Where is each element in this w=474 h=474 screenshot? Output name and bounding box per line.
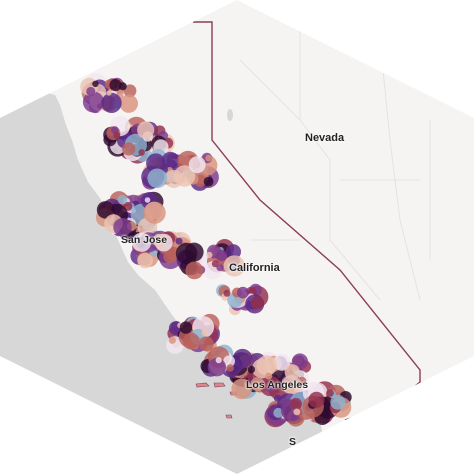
map-marker[interactable] xyxy=(132,232,152,252)
map-marker[interactable] xyxy=(247,365,256,374)
lake-tahoe xyxy=(227,109,233,121)
map-marker[interactable] xyxy=(281,375,302,395)
map-marker[interactable] xyxy=(168,336,176,344)
map-marker[interactable] xyxy=(96,201,115,219)
map-marker[interactable] xyxy=(182,332,200,350)
map-marker[interactable] xyxy=(137,252,153,269)
map-marker[interactable] xyxy=(147,168,167,189)
map-marker[interactable] xyxy=(164,170,183,188)
map-marker[interactable] xyxy=(143,201,166,224)
map-marker[interactable] xyxy=(250,377,265,392)
map-marker[interactable] xyxy=(216,264,224,272)
map-marker[interactable] xyxy=(265,372,273,380)
map-marker[interactable] xyxy=(144,197,151,203)
map-marker[interactable] xyxy=(223,255,246,277)
map-marker[interactable] xyxy=(161,151,180,170)
map-marker[interactable] xyxy=(231,266,236,271)
map-marker[interactable] xyxy=(175,242,198,265)
map-marker[interactable] xyxy=(226,364,234,372)
map-marker[interactable] xyxy=(215,249,228,261)
map-marker[interactable] xyxy=(152,233,166,248)
map-marker[interactable] xyxy=(205,154,213,162)
map-marker[interactable] xyxy=(101,92,122,113)
map-marker[interactable] xyxy=(201,329,209,337)
map-marker[interactable] xyxy=(106,90,112,96)
map-marker[interactable] xyxy=(137,121,155,139)
map-marker[interactable] xyxy=(207,358,226,377)
map-marker[interactable] xyxy=(232,348,253,369)
map-marker[interactable] xyxy=(266,384,275,393)
map-marker[interactable] xyxy=(188,156,206,174)
map-marker[interactable] xyxy=(215,357,222,364)
map-marker[interactable] xyxy=(138,149,145,156)
map-marker[interactable] xyxy=(273,407,284,418)
map-marker[interactable] xyxy=(211,260,219,268)
map-marker[interactable] xyxy=(123,84,137,98)
map-marker[interactable] xyxy=(146,153,166,173)
map-marker[interactable] xyxy=(203,176,214,187)
map-marker[interactable] xyxy=(273,353,291,371)
map-marker[interactable] xyxy=(237,286,249,299)
map-marker[interactable] xyxy=(199,336,214,352)
map-marker[interactable] xyxy=(223,355,236,368)
map-marker[interactable] xyxy=(185,261,204,280)
map-marker[interactable] xyxy=(113,218,132,237)
map-marker[interactable] xyxy=(308,391,325,408)
map-marker[interactable] xyxy=(250,296,264,310)
map-marker[interactable] xyxy=(179,321,193,334)
map-marker[interactable] xyxy=(175,237,183,245)
map-marker[interactable] xyxy=(256,355,277,376)
map-marker[interactable] xyxy=(119,94,138,113)
map-marker[interactable] xyxy=(330,394,346,410)
map-marker[interactable] xyxy=(109,79,122,92)
map-marker[interactable] xyxy=(289,397,302,410)
map-marker[interactable] xyxy=(326,389,334,397)
map-marker[interactable] xyxy=(231,378,252,400)
map-marker[interactable] xyxy=(113,131,121,139)
data-markers[interactable] xyxy=(80,73,352,428)
map-marker[interactable] xyxy=(86,86,96,97)
road-lines xyxy=(239,20,431,301)
map-marker[interactable] xyxy=(82,91,105,113)
map-marker[interactable] xyxy=(223,289,231,297)
map-marker[interactable] xyxy=(293,408,301,416)
map-marker[interactable] xyxy=(92,80,99,88)
map-marker[interactable] xyxy=(122,142,136,156)
map-marker[interactable] xyxy=(117,194,128,205)
map-marker[interactable] xyxy=(206,251,213,259)
